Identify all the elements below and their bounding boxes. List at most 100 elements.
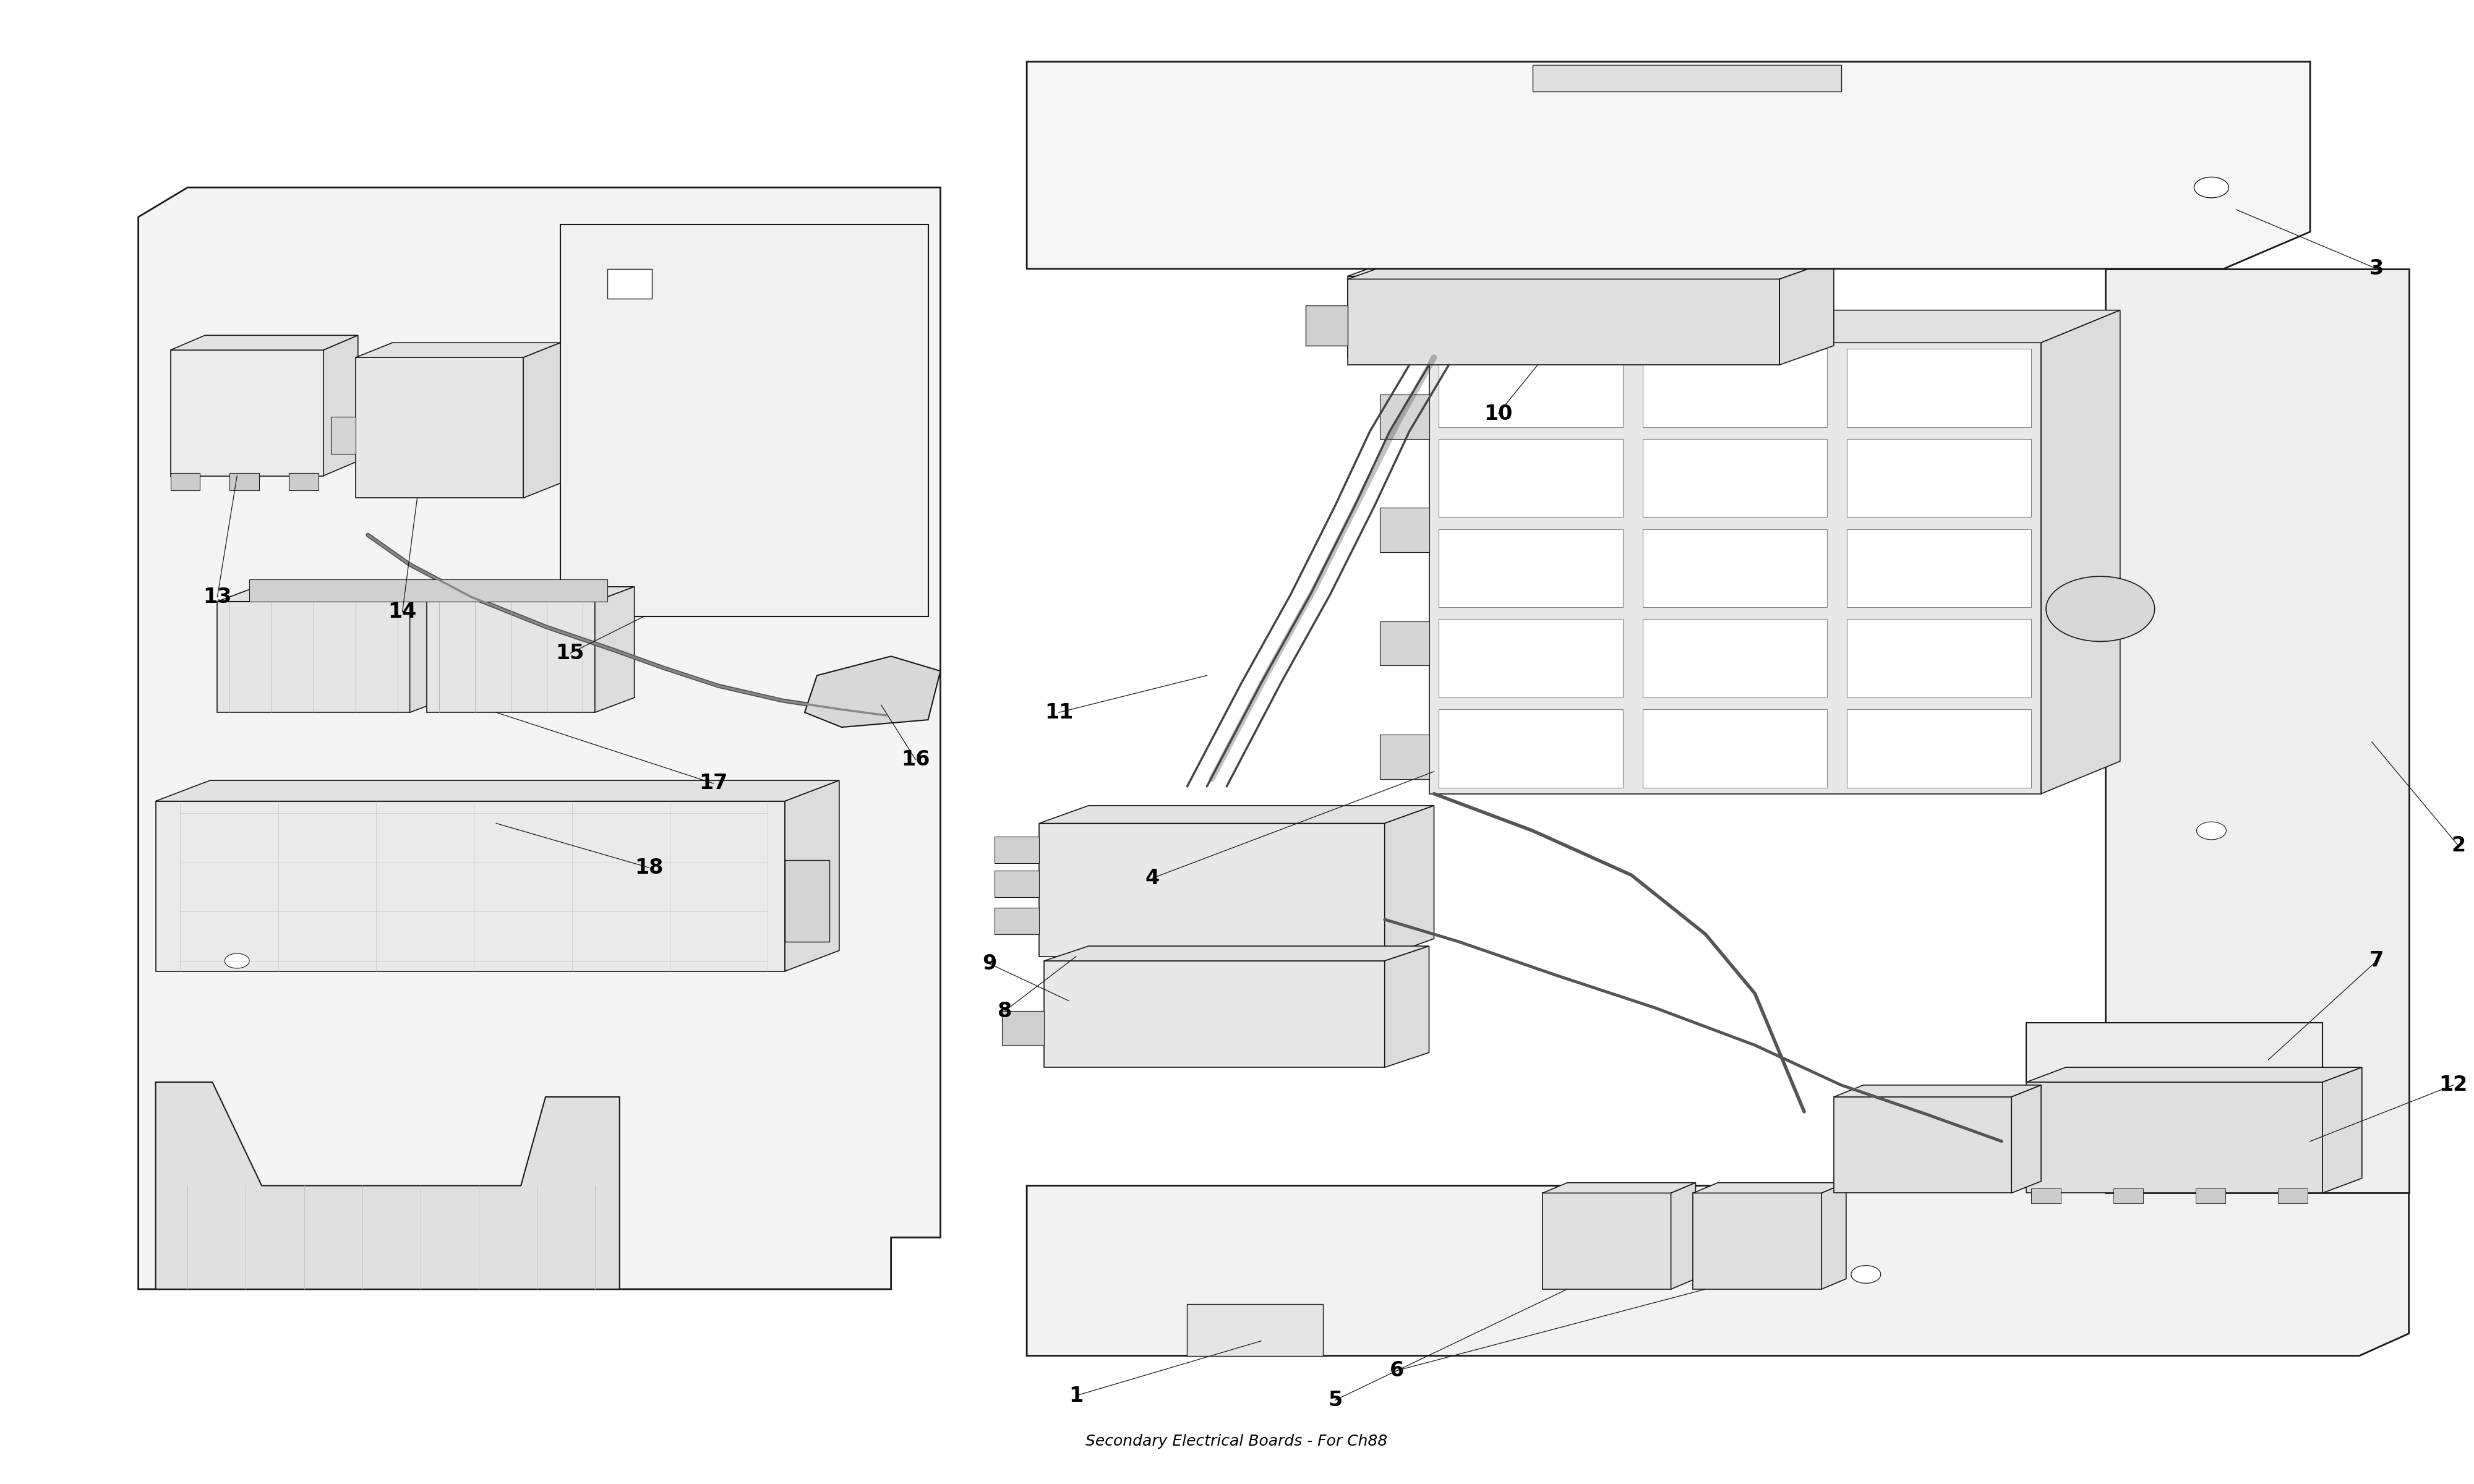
Text: 3: 3 (2370, 258, 2385, 279)
Polygon shape (2011, 1085, 2041, 1193)
Text: 2: 2 (2452, 835, 2467, 856)
Polygon shape (1380, 735, 1430, 779)
Polygon shape (995, 908, 1039, 935)
Polygon shape (2105, 269, 2410, 1193)
Bar (1440, 619, 1623, 697)
Polygon shape (1188, 1304, 1324, 1356)
Polygon shape (2026, 1082, 2323, 1193)
Polygon shape (1430, 343, 2041, 794)
Polygon shape (1670, 1183, 1695, 1290)
Text: 7: 7 (2370, 951, 2385, 971)
Polygon shape (2026, 1022, 2323, 1082)
Polygon shape (1044, 947, 1430, 960)
Text: 1: 1 (1069, 1386, 1084, 1405)
Bar (1440, 530, 1623, 607)
Bar (289, 473, 319, 491)
Polygon shape (1348, 279, 1779, 365)
Polygon shape (1544, 1183, 1695, 1193)
Polygon shape (1039, 824, 1385, 956)
Text: 18: 18 (636, 858, 663, 879)
Polygon shape (1779, 260, 1833, 365)
Text: 4: 4 (1145, 868, 1160, 889)
Polygon shape (784, 861, 829, 942)
Polygon shape (1544, 1193, 1670, 1290)
Bar (1643, 349, 1828, 427)
Text: 6: 6 (1390, 1361, 1405, 1380)
Polygon shape (1430, 310, 2120, 343)
Polygon shape (171, 335, 359, 350)
Polygon shape (1534, 65, 1841, 92)
Polygon shape (1306, 306, 1348, 346)
Polygon shape (784, 781, 839, 971)
Text: 5: 5 (1329, 1391, 1343, 1410)
Circle shape (2197, 822, 2227, 840)
Text: 10: 10 (1484, 404, 1512, 424)
Polygon shape (171, 350, 324, 476)
Text: 16: 16 (901, 749, 930, 770)
Bar (171, 473, 200, 491)
Text: 17: 17 (700, 773, 727, 794)
Polygon shape (1348, 258, 1828, 276)
Polygon shape (324, 335, 359, 476)
Polygon shape (411, 586, 450, 712)
Circle shape (2046, 576, 2155, 641)
Bar (1643, 530, 1828, 607)
Polygon shape (2113, 1126, 2323, 1186)
Polygon shape (218, 601, 411, 712)
Polygon shape (995, 871, 1039, 898)
Polygon shape (1027, 62, 2311, 269)
Polygon shape (594, 586, 633, 712)
Bar (1643, 709, 1828, 788)
Bar (2113, 1189, 2142, 1204)
Polygon shape (1044, 960, 1385, 1067)
Polygon shape (156, 801, 784, 971)
Polygon shape (1692, 1183, 1846, 1193)
Text: 14: 14 (388, 601, 416, 622)
Bar (1643, 439, 1828, 518)
Bar (2279, 1189, 2308, 1204)
Polygon shape (1348, 276, 1779, 358)
Polygon shape (356, 343, 559, 358)
Polygon shape (2026, 1067, 2363, 1082)
Polygon shape (1027, 1186, 2410, 1356)
Polygon shape (2041, 310, 2120, 794)
Text: 11: 11 (1044, 702, 1074, 723)
Bar (1440, 709, 1623, 788)
Bar (2197, 1189, 2227, 1204)
Polygon shape (1833, 1085, 2041, 1097)
Bar (1848, 619, 2031, 697)
Polygon shape (218, 586, 450, 601)
Polygon shape (1380, 508, 1430, 552)
Polygon shape (428, 601, 594, 712)
Bar (230, 473, 260, 491)
Polygon shape (804, 656, 940, 727)
Circle shape (225, 954, 250, 968)
Polygon shape (1833, 1097, 2011, 1193)
Polygon shape (1385, 947, 1430, 1067)
Polygon shape (156, 1082, 618, 1290)
Polygon shape (356, 358, 524, 499)
Text: 12: 12 (2439, 1074, 2467, 1095)
Polygon shape (524, 343, 559, 499)
Polygon shape (1821, 1183, 1846, 1290)
Polygon shape (2323, 1067, 2363, 1193)
Polygon shape (1039, 806, 1435, 824)
Polygon shape (1385, 806, 1435, 956)
Bar (2031, 1189, 2061, 1204)
Polygon shape (1002, 1011, 1044, 1045)
Polygon shape (1692, 1193, 1821, 1290)
Polygon shape (1380, 622, 1430, 666)
Bar (1848, 349, 2031, 427)
Polygon shape (156, 781, 839, 801)
Polygon shape (1779, 258, 1828, 358)
Text: 8: 8 (997, 1000, 1012, 1021)
Text: 13: 13 (203, 586, 233, 607)
Text: 9: 9 (982, 954, 997, 974)
Bar (1643, 619, 1828, 697)
Polygon shape (332, 417, 356, 454)
Bar (1848, 709, 2031, 788)
Polygon shape (139, 187, 940, 1290)
Polygon shape (995, 837, 1039, 864)
Polygon shape (1348, 260, 1833, 279)
Polygon shape (1380, 395, 1430, 439)
